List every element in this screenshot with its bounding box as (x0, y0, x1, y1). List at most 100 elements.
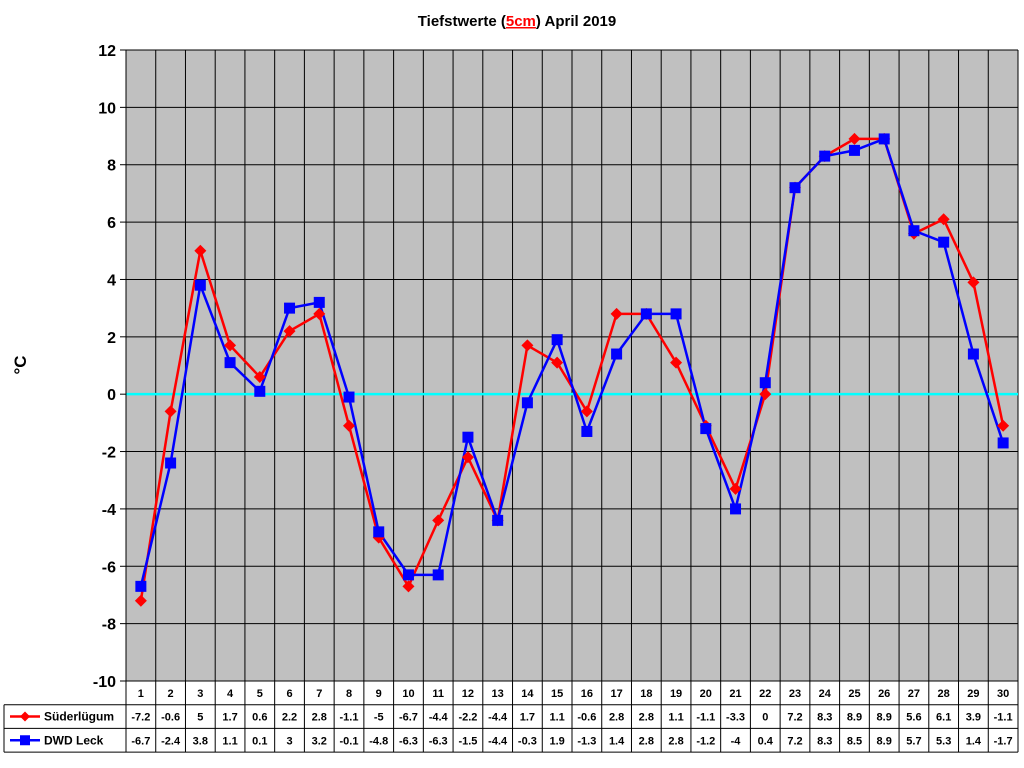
data-cell: -1.1 (994, 712, 1013, 724)
data-cell: -4.4 (488, 735, 508, 747)
data-point-2 (908, 225, 920, 237)
data-point-1 (521, 339, 534, 352)
legend-label-2: DWD Leck (44, 733, 104, 747)
data-point-2 (670, 308, 682, 320)
data-point-1 (759, 388, 772, 401)
data-point-1 (580, 405, 593, 418)
data-cell: -0.6 (161, 712, 180, 724)
data-point-1 (194, 244, 207, 257)
data-point-2 (373, 526, 385, 538)
data-cell: 3 (286, 735, 292, 747)
x-tick-label: 19 (670, 688, 682, 700)
x-tick-label: 5 (257, 688, 263, 700)
data-cell: 8.9 (847, 712, 862, 724)
legend-marker-2 (20, 735, 30, 746)
data-cell: -1.1 (696, 712, 715, 724)
data-cell: -6.7 (399, 712, 418, 724)
y-tick-label: -2 (102, 445, 116, 462)
data-cell: -6.7 (131, 735, 150, 747)
x-tick-label: 29 (967, 688, 979, 700)
x-tick-label: 21 (729, 688, 741, 700)
data-cell: -4 (731, 735, 742, 747)
data-cell: 2.8 (639, 735, 654, 747)
y-tick-label: 12 (98, 43, 116, 60)
data-cell: 0.1 (252, 735, 267, 747)
data-point-1 (670, 356, 683, 369)
data-cell: 0.4 (758, 735, 774, 747)
data-cell: 1.4 (966, 735, 982, 747)
data-cell: 5.7 (906, 735, 921, 747)
data-cell: -1.5 (458, 735, 477, 747)
y-tick-label: 4 (107, 272, 116, 289)
data-cell: 3.8 (193, 735, 208, 747)
data-point-2 (611, 348, 623, 360)
data-cell: 1.9 (549, 735, 564, 747)
data-point-1 (402, 580, 415, 593)
x-tick-label: 1 (138, 688, 144, 700)
data-cell: -1.2 (696, 735, 715, 747)
data-point-2 (789, 182, 801, 194)
data-point-2 (848, 144, 860, 156)
data-cell: 8.9 (877, 735, 892, 747)
x-tick-label: 2 (168, 688, 174, 700)
data-point-1 (343, 419, 355, 432)
data-point-2 (165, 457, 177, 469)
legend-label-1: Süderlügum (44, 710, 114, 724)
y-tick-label: -6 (102, 559, 116, 576)
x-tick-label: 18 (640, 688, 652, 700)
data-cell: 3.9 (966, 712, 981, 724)
data-point-2 (581, 425, 593, 437)
y-tick-label: 2 (107, 330, 116, 347)
data-point-1 (997, 419, 1010, 432)
y-tick-label: 0 (107, 387, 116, 404)
x-tick-label: 22 (759, 688, 771, 700)
data-cell: 8.3 (817, 712, 832, 724)
data-point-2 (492, 514, 504, 526)
data-cell: -0.1 (340, 735, 359, 747)
data-point-2 (967, 348, 979, 360)
x-tick-label: 13 (492, 688, 504, 700)
data-point-2 (402, 569, 414, 581)
data-cell: 5.6 (906, 712, 921, 724)
x-tick-label: 23 (789, 688, 801, 700)
data-point-1 (164, 405, 177, 418)
y-tick-label: 6 (107, 215, 116, 232)
x-tick-label: 28 (938, 688, 950, 700)
x-tick-label: 14 (521, 688, 534, 700)
y-tick-label: -4 (102, 502, 116, 519)
data-point-1 (848, 132, 861, 145)
x-tick-label: 30 (997, 688, 1009, 700)
chart-title-highlight: 5cm (506, 13, 536, 30)
data-cell: 0 (762, 712, 768, 724)
data-point-2 (284, 302, 296, 314)
data-cell: 6.1 (936, 712, 951, 724)
data-cell: 5 (197, 712, 203, 724)
x-tick-label: 24 (819, 688, 832, 700)
data-cell: 1.1 (222, 735, 237, 747)
data-cell: 5.3 (936, 735, 951, 747)
x-tick-label: 20 (700, 688, 712, 700)
data-point-1 (253, 370, 266, 383)
x-tick-label: 27 (908, 688, 920, 700)
data-point-1 (551, 356, 564, 369)
data-cell: 8.3 (817, 735, 832, 747)
x-tick-label: 11 (432, 688, 444, 700)
data-point-1 (610, 307, 623, 320)
x-tick-label: 17 (610, 688, 622, 700)
x-tick-label: 16 (581, 688, 593, 700)
y-tick-label: 10 (98, 100, 116, 117)
x-tick-label: 6 (286, 688, 292, 700)
x-tick-label: 7 (316, 688, 322, 700)
data-point-2 (135, 580, 147, 592)
x-tick-label: 3 (197, 688, 203, 700)
data-point-2 (254, 385, 266, 397)
x-tick-label: 15 (551, 688, 563, 700)
data-point-2 (997, 437, 1009, 449)
data-cell: -0.6 (577, 712, 596, 724)
data-point-2 (700, 423, 712, 435)
data-point-1 (283, 325, 296, 338)
data-cell: 7.2 (787, 735, 802, 747)
data-cell: 3.2 (312, 735, 327, 747)
data-cell: 1.4 (609, 735, 625, 747)
